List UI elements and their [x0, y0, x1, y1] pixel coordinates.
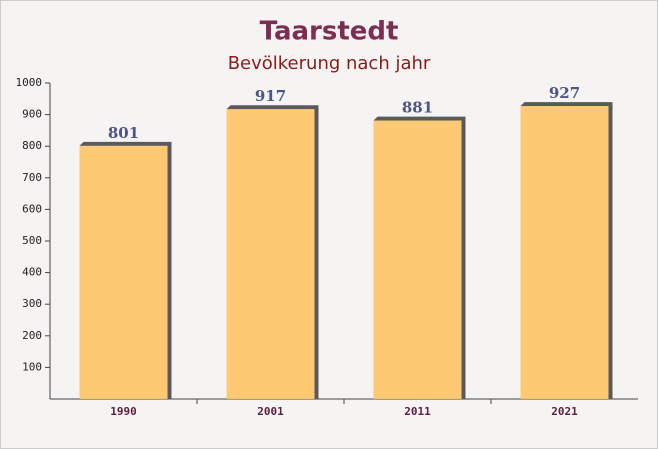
y-tick-label: 900: [22, 108, 42, 121]
chart-subtitle: Bevölkerung nach jahr: [228, 53, 431, 74]
bar: [79, 145, 168, 399]
y-tick-label: 100: [22, 360, 42, 373]
x-tick-label: 2011: [404, 405, 431, 418]
y-tick-label: 600: [22, 202, 42, 215]
y-tick-label: 500: [22, 234, 42, 247]
y-tick-label: 300: [22, 297, 42, 310]
y-tick-label: 700: [22, 171, 42, 184]
bar: [373, 120, 462, 399]
bar: [520, 106, 609, 400]
y-tick-label: 200: [22, 329, 42, 342]
bar: [226, 109, 315, 399]
y-tick-label: 800: [22, 139, 42, 152]
x-tick-label: 2021: [551, 405, 578, 418]
y-tick-label: 1000: [16, 76, 43, 89]
value-label: 801: [108, 124, 139, 142]
value-label: 917: [255, 87, 286, 105]
value-label: 927: [549, 84, 580, 102]
value-label: 881: [402, 99, 433, 117]
x-tick-label: 1990: [110, 405, 137, 418]
chart-title: Taarstedt: [260, 17, 399, 47]
y-tick-label: 400: [22, 266, 42, 279]
x-tick-label: 2001: [257, 405, 284, 418]
